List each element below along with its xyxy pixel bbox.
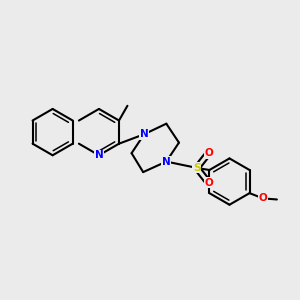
Text: O: O: [259, 194, 268, 203]
Text: N: N: [140, 129, 148, 139]
Text: N: N: [94, 150, 103, 160]
Text: O: O: [204, 178, 213, 188]
Text: S: S: [193, 163, 201, 173]
Text: N: N: [162, 157, 171, 166]
Text: O: O: [204, 148, 213, 158]
